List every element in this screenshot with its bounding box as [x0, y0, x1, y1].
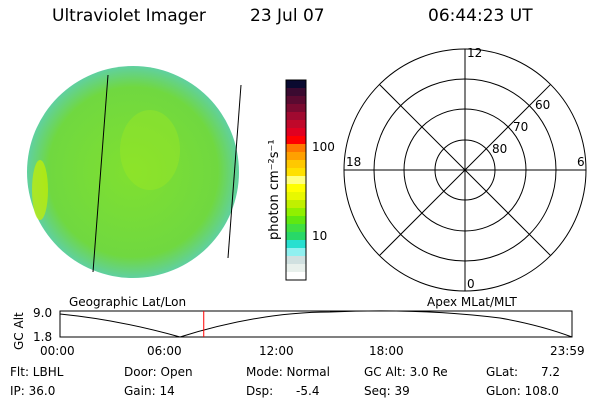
- instrument-title: Ultraviolet Imager: [52, 6, 206, 26]
- mlt-label-0: 0: [467, 277, 475, 291]
- lat-label-80: 80: [492, 142, 508, 156]
- meridian-line: [227, 84, 242, 259]
- dsp: Dsp: -5.4: [246, 384, 320, 398]
- glat: GLat: 7.2: [486, 365, 561, 379]
- colorbar-label: photon cm⁻²s⁻¹: [267, 139, 282, 240]
- colorbar-band: [286, 168, 306, 177]
- colorbar-band: [286, 184, 306, 193]
- xtick: 23:59: [550, 344, 585, 358]
- colorbar-band: [286, 256, 306, 265]
- colorbar-band: [286, 272, 306, 281]
- colorbar-band: [286, 104, 306, 113]
- xtick: 00:00: [40, 344, 75, 358]
- time: 06:44:23 UT: [428, 6, 533, 26]
- mlt-label-12: 12: [467, 46, 483, 60]
- colorbar-band: [286, 176, 306, 185]
- glon: GLon: 108.0: [486, 384, 559, 398]
- colorbar-band: [286, 232, 306, 241]
- meridian-line: [379, 84, 551, 256]
- altitude-plot: [59, 310, 573, 338]
- colorbar-band: [286, 216, 306, 225]
- altitude-ylabel: GC Alt: [12, 312, 26, 350]
- colorbar-band: [286, 240, 306, 249]
- colorbar-band: [286, 80, 306, 89]
- mlt-label-6: 6: [577, 155, 585, 169]
- colorbar-band: [286, 264, 306, 273]
- colorbar-band: [286, 224, 306, 233]
- filter: Flt: LBHL: [10, 365, 64, 379]
- colorbar-tick: 100: [312, 140, 335, 154]
- colorbar-band: [286, 88, 306, 97]
- gain: Gain: 14: [124, 384, 175, 398]
- colorbar-tick: 10: [312, 229, 328, 243]
- geographic-label: Geographic Lat/Lon: [69, 295, 187, 309]
- meridian-line: [92, 74, 109, 273]
- ytick: 9.0: [33, 306, 53, 320]
- colorbar-band: [286, 144, 306, 153]
- colorbar-band: [286, 136, 306, 145]
- colorbar-band: [286, 208, 306, 217]
- colorbar-band: [286, 96, 306, 105]
- mlt-label-18: 18: [346, 155, 362, 169]
- colorbar-band: [286, 128, 306, 137]
- xtick: 18:00: [369, 344, 404, 358]
- apex-label: Apex MLat/MLT: [427, 295, 517, 309]
- colorbar-band: [286, 152, 306, 161]
- ytick: 1.8: [33, 330, 53, 344]
- ip: IP: 36.0: [10, 384, 56, 398]
- colorbar-band: [286, 248, 306, 257]
- seq: Seq: 39: [364, 384, 410, 398]
- gc-alt: GC Alt: 3.0 Re: [364, 365, 448, 379]
- lat-label-60: 60: [535, 98, 551, 112]
- colorbar-band: [286, 112, 306, 121]
- lat-label-70: 70: [513, 120, 529, 134]
- colorbar-band: [286, 192, 306, 201]
- colorbar-band: [286, 120, 306, 129]
- xtick: 06:00: [147, 344, 182, 358]
- colorbar: [285, 79, 307, 281]
- xtick: 12:00: [259, 344, 294, 358]
- polar-grid: [343, 48, 587, 292]
- earth-image: [27, 66, 242, 278]
- date: 23 Jul 07: [250, 6, 325, 26]
- colorbar-band: [286, 160, 306, 169]
- door: Door: Open: [124, 365, 193, 379]
- mode: Mode: Normal: [246, 365, 330, 379]
- colorbar-band: [286, 200, 306, 209]
